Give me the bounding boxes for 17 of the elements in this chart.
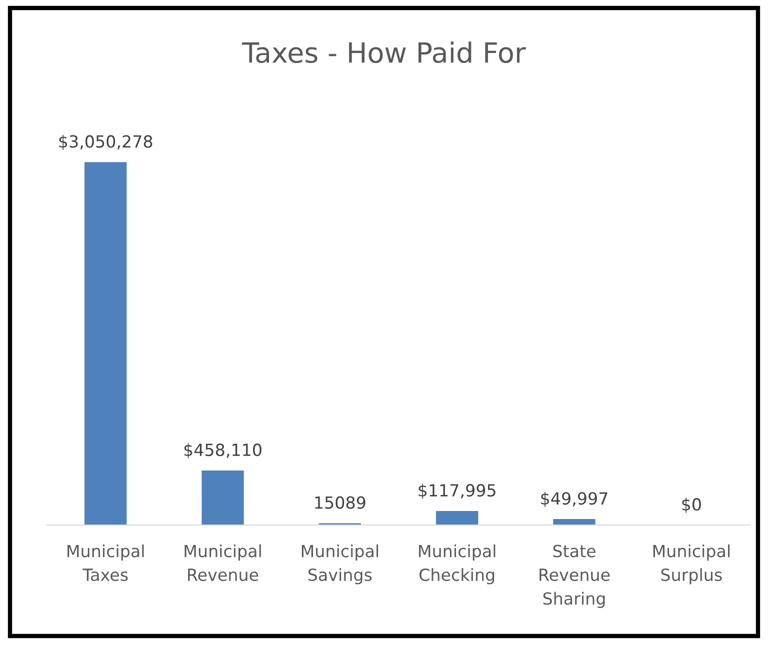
x-tick-label: Municipal Revenue	[184, 544, 261, 582]
data-label: 15089	[315, 496, 366, 509]
data-label: $117,995	[418, 484, 496, 499]
data-label: $3,050,278	[59, 134, 152, 150]
data-label: $49,997	[541, 492, 608, 507]
bar	[202, 470, 244, 525]
bar	[84, 162, 127, 525]
x-tick-label: Municipal Surplus	[653, 544, 730, 584]
data-label: $458,110	[184, 443, 262, 458]
x-tick-label: Municipal Savings	[302, 544, 378, 584]
bar	[553, 519, 596, 525]
x-tick-label: Municipal Taxes	[68, 544, 144, 582]
chart-title: Taxes - How Paid For	[242, 42, 526, 64]
bar	[436, 510, 478, 525]
data-label: $0	[682, 498, 701, 513]
x-tick-label: Municipal Checking	[419, 544, 496, 584]
x-tick-label: State Revenue Sharing	[540, 544, 610, 608]
